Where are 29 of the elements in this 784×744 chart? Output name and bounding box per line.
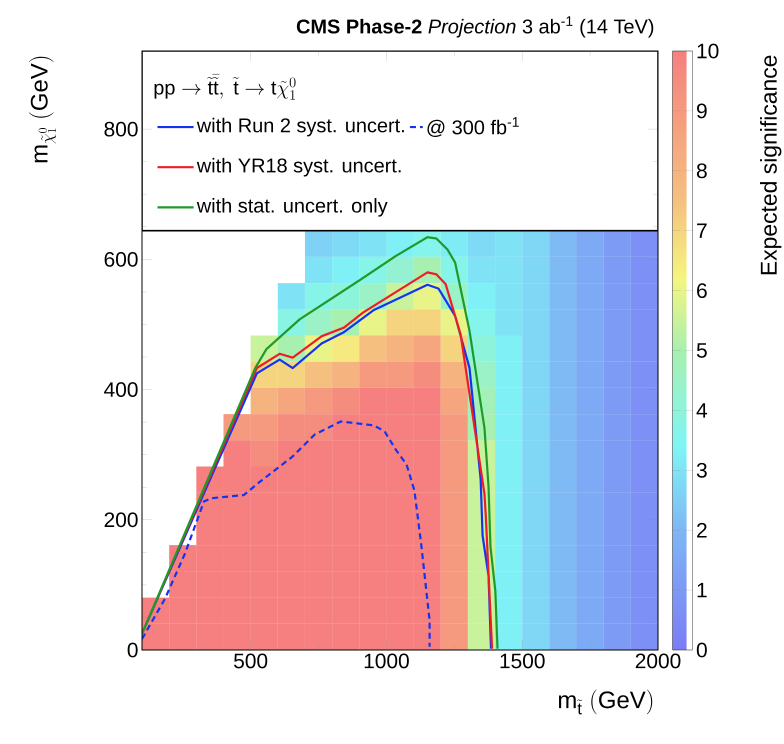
color-bar-label: 3 [696, 462, 707, 478]
color-bar-label: 9 [697, 103, 707, 118]
legend-label: with stat. uncert. only [196, 198, 388, 217]
y-tick-label: 0 [128, 642, 138, 658]
y-tick-label: 600 [104, 252, 138, 267]
legend-title: $\mathrm{pp} \rightarrow \tilde{\mathrm{t}}\bar{\tilde{\mathrm{t}}},\ \tilde{\mathrm{t}} \rightarrow \mathrm{t}\tilde{\chi}^{0}_{1}$ [154, 74, 296, 100]
color-bar-label: 10 [698, 44, 718, 58]
color-bar-label: 6 [697, 283, 707, 298]
chart-title: CMS Phase-2 Projection 3 ab$^{-1}$ (14 TeV) [296, 16, 654, 38]
x-axis-title: $\mathrm{m}_{\tilde{\mathrm{t}}}\ \mathrm{(GeV)}$ [558, 690, 652, 714]
x-tick-label: 1000 [364, 654, 409, 668]
color-bar-label: 5 [696, 343, 707, 358]
y-axis-title: $\mathrm{m}_{\tilde{\chi}^{0}_{1}}\ \mathrm{(GeV)}$ [28, 56, 56, 162]
y-tick-label: 400 [104, 382, 138, 397]
color-bar-label: 7 [697, 224, 707, 238]
color-bar-label: 8 [696, 163, 707, 178]
x-tick-label: 2000 [636, 654, 680, 668]
legend-label: @ 300 fb$^{-1}$ [427, 117, 519, 137]
color-bar-title: Expected significance [760, 56, 782, 274]
color-bar-label: 4 [696, 403, 708, 418]
color-bar-label: 1 [698, 582, 707, 598]
x-tick-label: 1500 [500, 654, 545, 668]
legend-label: with Run 2 syst. uncert. [196, 118, 404, 136]
legend-label: with YR18 syst. uncert. [196, 158, 401, 176]
color-bar-label: 0 [696, 642, 707, 658]
x-tick-label: 500 [234, 654, 268, 668]
y-tick-label: 200 [104, 512, 138, 528]
y-tick-label: 800 [104, 122, 138, 137]
color-bar-label: 2 [697, 522, 707, 538]
